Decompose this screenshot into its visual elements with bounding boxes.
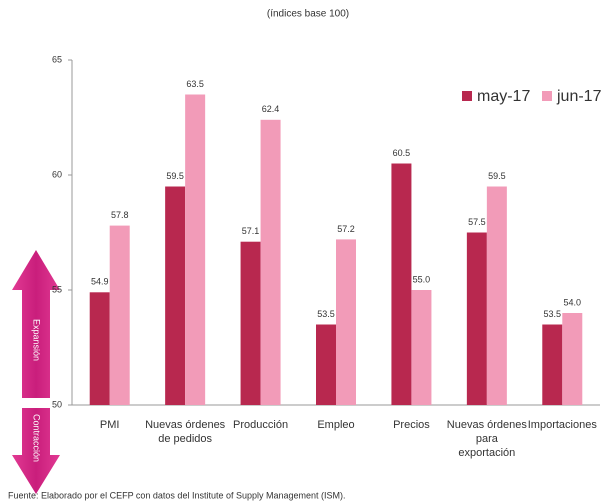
value-label: 59.5 (166, 171, 184, 181)
legend-swatch (542, 91, 552, 101)
bar (316, 324, 336, 405)
bar (391, 163, 412, 405)
bar (260, 119, 281, 406)
value-label: 57.5 (468, 217, 486, 227)
bar (336, 239, 356, 405)
x-tick-label: Importaciones (528, 419, 598, 431)
value-label: 55.0 (413, 274, 431, 284)
source-note: Fuente: Elaborado por el CEFP con datos … (8, 490, 346, 500)
legend-label: may-17 (477, 88, 530, 105)
chart-subtitle: (índices base 100) (267, 9, 349, 20)
bar (466, 232, 487, 405)
y-tick-label: 60 (52, 169, 62, 179)
value-label: 54.0 (564, 297, 582, 307)
bar (562, 313, 583, 405)
value-label: 62.4 (262, 104, 280, 114)
value-label: 57.1 (242, 226, 260, 236)
bar (109, 225, 130, 405)
x-tick-label: Precios (393, 419, 430, 431)
legend-swatch (462, 91, 472, 101)
y-tick-label: 50 (52, 399, 62, 409)
value-label: 57.8 (111, 210, 129, 220)
contraction-label: Contracción (32, 414, 42, 462)
value-label: 53.5 (317, 309, 335, 319)
y-tick-label: 55 (52, 284, 62, 294)
bar (240, 241, 261, 405)
x-tick-label: Empleo (317, 419, 354, 431)
bar (165, 186, 186, 405)
expansion-label: Expansión (32, 319, 42, 361)
x-tick-label: PMI (100, 419, 120, 431)
x-tick-label: Producción (233, 419, 288, 431)
y-tick-label: 65 (52, 54, 62, 64)
value-label: 59.5 (488, 171, 506, 181)
bar (89, 292, 110, 405)
bar (542, 324, 563, 405)
bar (411, 290, 432, 405)
bar (486, 186, 507, 405)
x-tick-label: Nuevas órdenes para exportación (447, 419, 528, 459)
value-label: 53.5 (544, 309, 562, 319)
value-label: 60.5 (393, 148, 411, 158)
bar (185, 94, 206, 405)
contraction-arrow (12, 408, 60, 494)
value-label: 54.9 (91, 277, 109, 287)
value-label: 57.2 (337, 224, 355, 234)
expansion-arrow (12, 250, 60, 398)
value-label: 63.5 (186, 79, 204, 89)
legend-label: jun-17 (556, 88, 602, 105)
x-tick-label: Nuevas órdenes de pedidos (145, 419, 226, 445)
